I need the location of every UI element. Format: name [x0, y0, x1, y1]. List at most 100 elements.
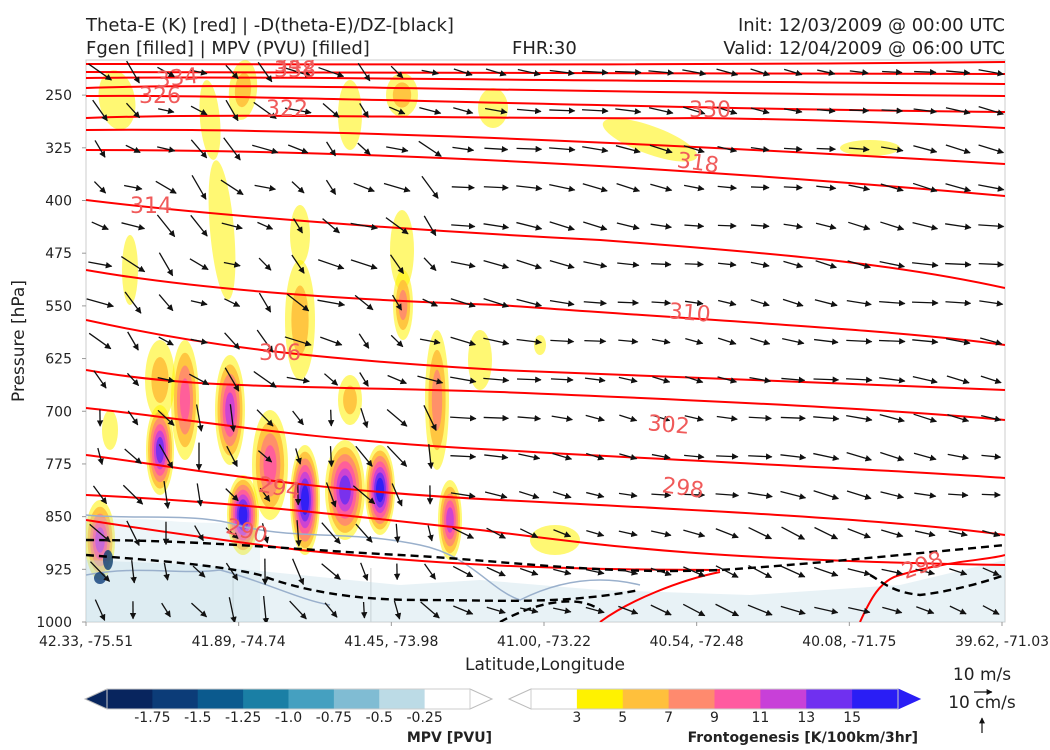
circulation-vector: [253, 370, 277, 388]
circulation-vector: [354, 294, 374, 311]
fgen-colorbar: 3 5 7 9 11 13 15 Frontogenesis [K/100km/3hr]: [507, 688, 922, 746]
circulation-vector: [978, 184, 1005, 192]
circulation-vector: [716, 453, 739, 460]
colorbar-tick-label: 5: [618, 710, 627, 726]
circulation-vector: [716, 68, 739, 77]
circulation-vector: [325, 482, 337, 508]
circulation-vector: [783, 107, 803, 115]
circulation-vector: [158, 107, 175, 115]
circulation-vector: [616, 182, 641, 193]
theta-e-contour: [86, 519, 721, 571]
circulation-vector: [947, 414, 970, 423]
circulation-vector: [318, 66, 345, 78]
circulation-vector: [327, 446, 335, 468]
circulation-vector: [584, 376, 606, 384]
circulation-vector: [650, 530, 672, 538]
circulation-vector: [486, 566, 506, 577]
circulation-vector: [619, 414, 638, 422]
circulation-vector: [486, 527, 506, 539]
circulation-vector: [157, 146, 176, 153]
frontogenesis-region: [392, 82, 412, 108]
circulation-vector: [486, 606, 506, 615]
circulation-vector: [453, 605, 474, 615]
circulation-vector: [190, 105, 208, 116]
circulation-vector: [450, 298, 476, 308]
circulation-vector: [550, 338, 575, 345]
circulation-vector: [124, 291, 142, 314]
circulation-vector: [750, 222, 770, 230]
theta-e-contour: [86, 454, 1005, 536]
circulation-vector: [648, 107, 674, 115]
circulation-vector: [651, 338, 671, 345]
circulation-vector: [94, 599, 106, 622]
circulation-vector: [127, 331, 139, 351]
circulation-vector: [452, 565, 474, 578]
colorbar-tick-label: -1.0: [275, 710, 302, 726]
circulation-vector: [715, 491, 740, 499]
circulation-vector: [257, 61, 273, 83]
theta-e-contour: [86, 149, 1005, 197]
circulation-vector: [157, 66, 176, 78]
circulation-vector: [848, 221, 871, 231]
frontogenesis-region: [208, 160, 236, 300]
circulation-vector: [651, 299, 672, 307]
circulation-vector: [226, 445, 238, 468]
circulation-vector: [945, 338, 971, 346]
circulation-vector: [882, 606, 903, 615]
frontogenesis-region: [840, 140, 900, 156]
circulation-vector: [221, 222, 243, 231]
circulation-vector: [880, 183, 904, 193]
circulation-vector: [816, 145, 836, 153]
circulation-vector: [292, 558, 305, 586]
circulation-vector: [350, 259, 378, 270]
circulation-vector: [158, 294, 174, 312]
circulation-vector: [814, 566, 839, 577]
circulation-vector: [452, 146, 475, 153]
circulation-vector: [484, 145, 509, 153]
circulation-vector: [357, 142, 371, 156]
circulation-vector: [880, 221, 905, 231]
frontogenesis-region: [338, 80, 362, 150]
circulation-vector: [122, 484, 144, 505]
circulation-vector: [947, 453, 969, 461]
circulation-vector: [552, 491, 572, 499]
mpv-region: [94, 572, 106, 584]
circulation-vector: [516, 145, 543, 153]
theta-e-label: 310: [668, 299, 712, 328]
circulation-vector: [683, 529, 706, 538]
circulation-vector: [126, 372, 140, 387]
circulation-vector: [124, 184, 143, 192]
circulation-vector: [257, 450, 273, 463]
circulation-vector: [421, 69, 439, 76]
theta-e-contour: [86, 269, 1005, 346]
circulation-vector: [360, 407, 369, 429]
y-tick-label: 400: [45, 194, 72, 210]
circulation-vector: [750, 261, 770, 268]
circulation-vector: [585, 606, 605, 615]
y-tick-label: 625: [45, 352, 72, 368]
circulation-vector: [390, 334, 404, 348]
circulation-vector: [161, 602, 171, 618]
circulation-vector: [483, 259, 510, 270]
theta-e-label: 322: [266, 97, 308, 122]
circulation-vector: [391, 294, 403, 311]
circulation-vector: [196, 483, 204, 507]
circulation-vector: [516, 376, 542, 383]
circulation-vector: [225, 488, 239, 502]
circulation-vector: [650, 567, 672, 577]
circulation-vector: [451, 184, 475, 191]
circulation-vector: [293, 218, 303, 234]
circulation-vector: [684, 261, 704, 268]
circulation-vector: [383, 182, 411, 193]
colorbar-tick-label: -1.5: [184, 710, 211, 726]
circulation-vector: [485, 107, 508, 115]
frontogenesis-region: [234, 72, 252, 108]
circulation-vector: [780, 490, 807, 500]
frontogenesis-region: [534, 335, 546, 355]
circulation-vector: [619, 453, 638, 461]
circulation-vector: [229, 404, 237, 433]
circulation-vector: [452, 527, 475, 539]
circulation-vector: [450, 492, 476, 499]
circulation-vector: [945, 261, 972, 268]
